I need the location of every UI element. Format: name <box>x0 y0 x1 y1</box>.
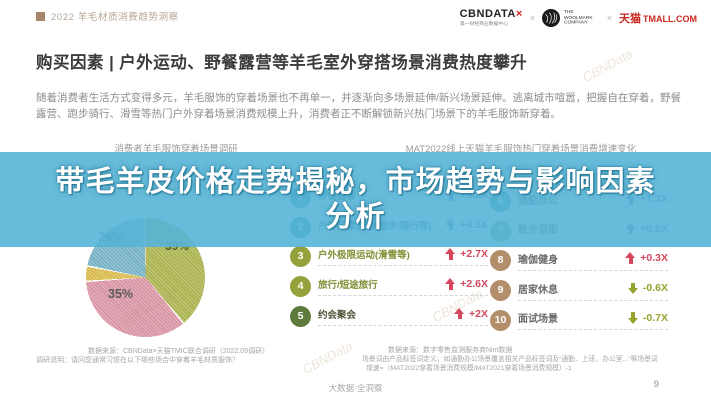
woolmark-swirl-icon <box>542 9 561 27</box>
scene-label: 户外极限运动(滑雪等) <box>318 250 410 262</box>
intro-paragraph: 随着消费者生活方式变得多元，羊毛服饰的穿着场景也不再单一，并逐渐向多场景延伸/新… <box>36 92 681 120</box>
ranking-method-note: 场景词由产品标签词定义，如通勤办公场景覆盖相关产品标签词及“通勤、上班、办公室.… <box>362 356 658 363</box>
ranking-row-5: 5 约会聚会 +2X <box>290 301 488 331</box>
cbndata-tagline: 第一财经商业数据中心 <box>459 21 508 27</box>
growth-value: +2.7X <box>460 248 488 261</box>
rank-circle: 5 <box>290 305 311 327</box>
page-title: 购买因素 | 户外运动、野餐露营等羊毛室外穿搭场景消费热度攀升 <box>36 54 528 72</box>
ranking-row-8: 8 瑜伽健身 +0.3X <box>490 246 668 276</box>
cbndata-logo: CBNDATA× 第一财经商业数据中心 <box>459 7 523 27</box>
up-arrow-icon <box>445 248 456 260</box>
woolmark-logo: THE WOOLMARK COMPANY <box>542 8 600 28</box>
logo-strip: CBNDATA× 第一财经商业数据中心 × THE WOOLMARK COMPA… <box>460 6 697 30</box>
scene-label: 面试场景 <box>518 314 558 326</box>
tmall-logo: 天猫 TMALL.COM <box>619 13 697 25</box>
growth-value: -0.7X <box>642 311 668 324</box>
woolmark-text: THE WOOLMARK COMPANY <box>564 10 593 26</box>
up-arrow-icon <box>625 252 636 264</box>
overlay-title-band: 带毛羊皮价格走势揭秘，市场趋势与影响因素 分析 <box>0 152 711 247</box>
growth-value: +2.6X <box>460 278 488 291</box>
up-arrow-icon <box>445 278 456 290</box>
pie-label-35: 35% <box>108 287 134 301</box>
growth-value: +2X <box>469 307 488 320</box>
footer-slogan: 大数据·全洞察 <box>328 383 383 393</box>
page-number: 9 <box>653 379 659 390</box>
watermark: CBNData <box>299 337 356 378</box>
overlay-title-line2: 分析 <box>325 200 386 233</box>
rank-circle: 4 <box>290 276 311 298</box>
ranking-chart-title: MAT2022线上天猫羊毛服饰热门穿着场景消费增速变化 <box>405 144 637 155</box>
down-arrow-icon <box>627 282 639 295</box>
rank-circle: 9 <box>490 280 511 302</box>
ranking-formula-note: 增速=（MAT2022穿着场景消费规模/MAT2021穿着场景消费规模）-1 <box>366 365 572 372</box>
x-separator: × <box>606 13 612 23</box>
breadcrumb-label: 2022 羊毛材质消费趋势洞察 <box>51 12 179 23</box>
overlay-title-line1: 带毛羊皮价格走势揭秘，市场趋势与影响因素 <box>55 166 656 199</box>
square-bullet-icon <box>36 11 45 21</box>
cbndata-red-mark: × <box>515 7 523 20</box>
pie-survey-note: 调研说明：请问您通常习惯在以下哪些场合中穿着羊毛材质服饰？ <box>36 357 239 364</box>
scene-label: 瑜伽健身 <box>518 254 558 266</box>
down-arrow-icon <box>627 312 639 324</box>
ranking-row-3: 3 户外极限运动(滑雪等) +2.7X <box>290 242 488 272</box>
x-separator: × <box>529 13 536 23</box>
breadcrumb: 2022 羊毛材质消费趋势洞察 <box>36 9 179 23</box>
scene-label: 居家休息 <box>518 284 558 296</box>
pie-source-note: 数据来源：CBNData×天猫TMIC联合调研（2022.09调研） <box>88 348 270 355</box>
growth-value: +0.3X <box>640 252 668 265</box>
rank-circle: 10 <box>490 309 511 331</box>
pie-chart-title: 消费者羊毛服饰穿着场景调研 <box>114 144 238 155</box>
rank-circle: 8 <box>490 250 511 272</box>
ranking-source-note: 数据来源：数字零售监测服务商Nint数据 <box>388 347 513 354</box>
growth-value: -0.6X <box>642 282 668 295</box>
up-arrow-icon <box>454 307 465 320</box>
scene-label: 约会聚会 <box>318 309 357 321</box>
ranking-row-9: 9 居家休息 -0.6X <box>490 276 668 306</box>
ranking-row-10: 10 面试场景 -0.7X <box>490 305 668 335</box>
scene-label: 旅行/短途旅行 <box>318 280 378 292</box>
rank-circle: 3 <box>290 246 311 268</box>
ranking-row-4: 4 旅行/短途旅行 +2.6X <box>290 272 488 302</box>
